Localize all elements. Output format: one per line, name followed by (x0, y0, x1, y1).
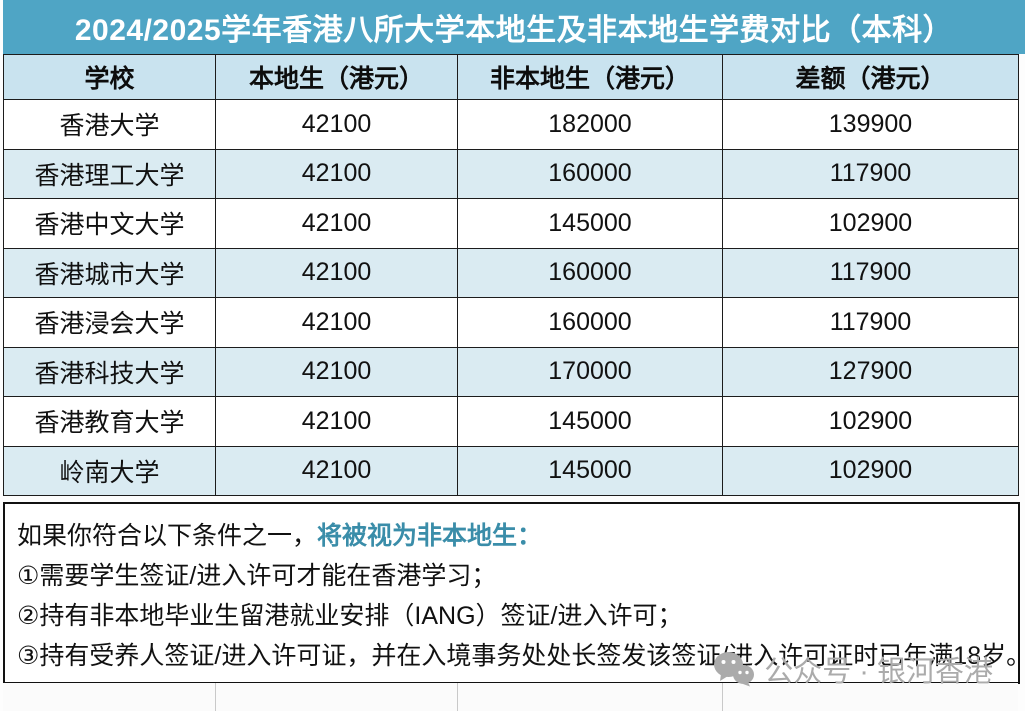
nonlocal-fee-cell: 160000 (457, 247, 723, 298)
local-fee-cell: 42100 (215, 198, 458, 249)
header-local-fee: 本地生（港元） (215, 54, 458, 100)
header-school: 学校 (3, 54, 216, 100)
table-row: 香港理工大学 42100 160000 117900 (3, 148, 1019, 199)
local-fee-cell: 42100 (215, 297, 458, 348)
school-cell: 香港城市大学 (3, 247, 216, 298)
difference-cell: 117900 (722, 247, 1019, 298)
nonlocal-fee-cell: 170000 (457, 346, 723, 397)
nonlocal-fee-cell: 160000 (457, 148, 723, 199)
note-intro-line: 如果你符合以下条件之一，将被视为非本地生： (17, 516, 1006, 556)
table-row: 岭南大学 42100 145000 102900 (3, 445, 1019, 496)
cutoff-column-divider (722, 683, 723, 711)
table-row: 香港大学 42100 182000 139900 (3, 99, 1019, 150)
table-row: 香港浸会大学 42100 160000 117900 (3, 297, 1019, 348)
table-row: 香港中文大学 42100 145000 102900 (3, 198, 1019, 249)
school-cell: 香港浸会大学 (3, 297, 216, 348)
nonlocal-fee-cell: 160000 (457, 297, 723, 348)
difference-cell: 127900 (722, 346, 1019, 397)
difference-cell: 102900 (722, 396, 1019, 447)
local-fee-cell: 42100 (215, 445, 458, 496)
local-fee-cell: 42100 (215, 99, 458, 150)
wechat-icon (713, 651, 755, 687)
school-cell: 香港中文大学 (3, 198, 216, 249)
note-item-3: ③持有受养人签证/进入许可证，并在入境事务处处长签发该签证/进入许可证时已年满1… (17, 642, 1025, 670)
watermark: 公众号 · 银河香港 (713, 648, 993, 690)
difference-cell: 102900 (722, 198, 1019, 249)
school-cell: 香港科技大学 (3, 346, 216, 397)
school-cell: 香港教育大学 (3, 396, 216, 447)
difference-cell: 139900 (722, 99, 1019, 150)
cutoff-column-divider (457, 683, 458, 711)
notes-box: 如果你符合以下条件之一，将被视为非本地生： ①需要学生签证/进入许可才能在香港学… (3, 502, 1025, 684)
note-intro-text: 如果你符合以下条件之一， (17, 522, 318, 550)
difference-cell: 117900 (722, 148, 1019, 199)
nonlocal-fee-cell: 145000 (457, 198, 723, 249)
note-item-1: ①需要学生签证/进入许可才能在香港学习； (17, 562, 497, 590)
cutoff-column-divider (215, 683, 216, 711)
local-fee-cell: 42100 (215, 148, 458, 199)
page-title: 2024/2025学年香港八所大学本地生及非本地生学费对比（本科） (74, 14, 954, 47)
header-nonlocal-fee: 非本地生（港元） (457, 54, 723, 100)
school-cell: 岭南大学 (3, 445, 216, 496)
table-row: 香港教育大学 42100 145000 102900 (3, 396, 1019, 447)
header-difference: 差额（港元） (722, 54, 1019, 100)
tuition-table: 学校 本地生（港元） 非本地生（港元） 差额（港元） 香港大学 42100 18… (3, 54, 1019, 496)
local-fee-cell: 42100 (215, 346, 458, 397)
difference-cell: 102900 (722, 445, 1019, 496)
title-bar: 2024/2025学年香港八所大学本地生及非本地生学费对比（本科） (3, 0, 1025, 54)
local-fee-cell: 42100 (215, 396, 458, 447)
local-fee-cell: 42100 (215, 247, 458, 298)
school-cell: 香港大学 (3, 99, 216, 150)
difference-cell: 117900 (722, 297, 1019, 348)
note-highlight-text: 将被视为非本地生： (317, 522, 543, 550)
nonlocal-fee-cell: 182000 (457, 99, 723, 150)
nonlocal-fee-cell: 145000 (457, 396, 723, 447)
school-cell: 香港理工大学 (3, 148, 216, 199)
table-row: 香港科技大学 42100 170000 127900 (3, 346, 1019, 397)
cutoff-row (3, 683, 1018, 711)
note-item-2: ②持有非本地毕业生留港就业安排（IANG）签证/进入许可； (17, 602, 683, 630)
table-header-row: 学校 本地生（港元） 非本地生（港元） 差额（港元） (3, 54, 1019, 100)
watermark-text: 公众号 · 银河香港 (764, 656, 993, 688)
table-row: 香港城市大学 42100 160000 117900 (3, 247, 1019, 298)
nonlocal-fee-cell: 145000 (457, 445, 723, 496)
